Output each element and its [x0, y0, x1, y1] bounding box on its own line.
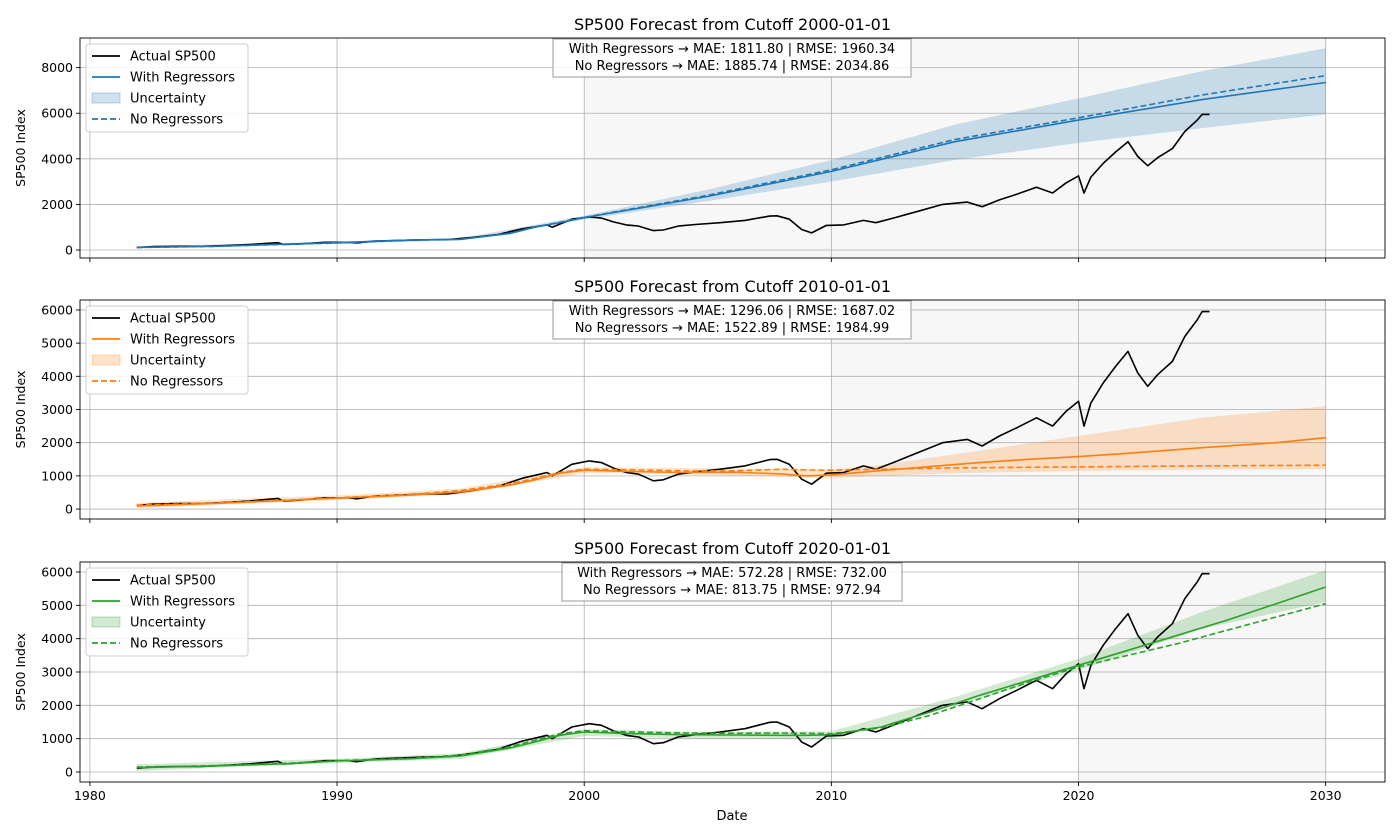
- plot-frame: [79, 37, 1386, 259]
- legend-uncertainty-swatch: [91, 354, 121, 366]
- series-no-regressors: [136, 602, 1326, 768]
- metrics-with-regressors: With Regressors → MAE: 572.28 | RMSE: 73…: [577, 566, 887, 581]
- y-tick-label: 8000: [41, 60, 73, 75]
- x-tick-label: 2030: [1310, 788, 1342, 803]
- legend-with-regressors-label: With Regressors: [130, 333, 235, 348]
- legend-uncertainty-label: Uncertainty: [130, 354, 206, 369]
- series-no-regressors: [136, 464, 1326, 506]
- legend-no-regressors-label: No Regressors: [130, 375, 223, 390]
- metrics-with-regressors: With Regressors → MAE: 1296.06 | RMSE: 1…: [569, 304, 895, 319]
- y-axis-label: SP500 Index: [13, 633, 28, 711]
- y-tick-label: 5000: [41, 598, 73, 613]
- legend-box: [85, 305, 249, 395]
- y-tick-label: 4000: [41, 369, 73, 384]
- y-tick-label: 6000: [41, 565, 73, 580]
- x-tick-label: 2000: [568, 788, 600, 803]
- y-tick-label: 4000: [41, 151, 73, 166]
- metrics-with-regressors: With Regressors → MAE: 1811.80 | RMSE: 1…: [569, 42, 895, 57]
- series-no-regressors: [136, 74, 1326, 249]
- y-tick-label: 0: [65, 765, 73, 780]
- legend-no-regressors-label: No Regressors: [130, 637, 223, 652]
- panel-3: 0 1000 2000 3000 4000 5000 6000 1980 1990 2000 201…: [13, 539, 1386, 803]
- x-tick-label: 1980: [74, 788, 106, 803]
- series-actual-sp500: [136, 572, 1210, 770]
- legend-box: [85, 567, 249, 657]
- y-tick-label: 2000: [41, 197, 73, 212]
- x-tick-label: 1990: [321, 788, 353, 803]
- y-tick-label: 4000: [41, 631, 73, 646]
- metrics-no-regressors: No Regressors → MAE: 1885.74 | RMSE: 203…: [575, 59, 890, 74]
- metrics-box: [552, 38, 912, 78]
- legend-uncertainty-swatch: [91, 616, 121, 628]
- y-tick-label: 0: [65, 243, 73, 258]
- x-tick-label: 2010: [815, 788, 847, 803]
- y-tick-label: 3000: [41, 402, 73, 417]
- y-tick-label: 0: [65, 502, 73, 517]
- legend-actual-label: Actual SP500: [130, 574, 216, 589]
- legend-actual-label: Actual SP500: [130, 312, 216, 327]
- figure-x-axis-label: Date: [716, 809, 747, 824]
- panel-title: SP500 Forecast from Cutoff 2000-01-01: [574, 15, 891, 34]
- legend-actual-label: Actual SP500: [130, 50, 216, 65]
- plot-area: [136, 48, 1326, 249]
- y-tick-label: 6000: [41, 106, 73, 121]
- panel-1: 0 2000 4000 6000 8000 SP500 Forecast from Cut…: [13, 15, 1386, 262]
- legend-no-regressors-label: No Regressors: [130, 113, 223, 128]
- y-tick-label: 1000: [41, 731, 73, 746]
- y-tick-label: 2000: [41, 698, 73, 713]
- metrics-box: [552, 300, 912, 340]
- y-tick-label: 1000: [41, 468, 73, 483]
- plot-area: [136, 570, 1326, 771]
- legend-uncertainty-swatch: [91, 92, 121, 104]
- x-tick-label: 2020: [1063, 788, 1095, 803]
- series-actual-sp500: [136, 310, 1210, 507]
- legend-uncertainty-label: Uncertainty: [130, 616, 206, 631]
- panel-title: SP500 Forecast from Cutoff 2020-01-01: [574, 539, 891, 558]
- y-axis-label: SP500 Index: [13, 109, 28, 187]
- legend-with-regressors-label: With Regressors: [130, 595, 235, 610]
- legend-box: [85, 43, 249, 133]
- y-tick-label: 5000: [41, 336, 73, 351]
- panel-2: 0 1000 2000 3000 4000 5000 6000 SP500 Forecast …: [13, 277, 1386, 523]
- metrics-no-regressors: No Regressors → MAE: 813.75 | RMSE: 972.…: [583, 583, 881, 598]
- metrics-box: [561, 562, 903, 602]
- legend-with-regressors-label: With Regressors: [130, 71, 235, 86]
- y-tick-label: 3000: [41, 665, 73, 680]
- y-tick-label: 2000: [41, 435, 73, 450]
- metrics-no-regressors: No Regressors → MAE: 1522.89 | RMSE: 198…: [575, 321, 890, 336]
- y-tick-label: 6000: [41, 302, 73, 317]
- panel-title: SP500 Forecast from Cutoff 2010-01-01: [574, 277, 891, 296]
- uncertainty-band: [136, 406, 1326, 509]
- plot-area: [136, 310, 1326, 509]
- y-axis-label: SP500 Index: [13, 371, 28, 449]
- legend-uncertainty-label: Uncertainty: [130, 92, 206, 107]
